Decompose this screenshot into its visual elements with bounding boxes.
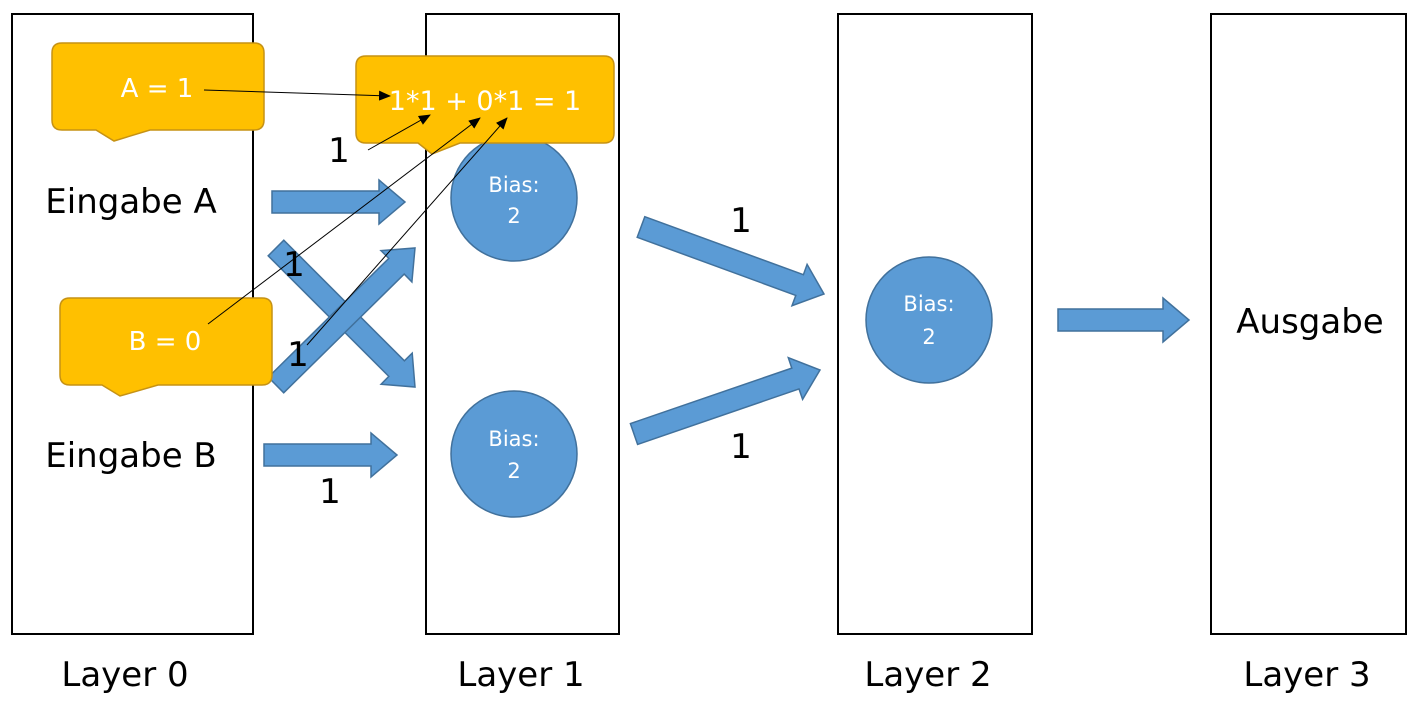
neuron-l2-circle [865, 256, 993, 384]
layer-2-label: Layer 2 [864, 655, 991, 695]
callout-a-shape [51, 42, 265, 142]
input-a-label: Eingabe A [45, 182, 216, 222]
weight-b-to-l1-top: 1 [287, 335, 309, 375]
arrow-l1-top-to-l2 [636, 215, 826, 307]
arrow-b-to-l1-bottom [263, 431, 399, 479]
layer-0-label: Layer 0 [61, 655, 188, 695]
neuron-l2-bias-label: Bias: [903, 292, 954, 316]
pointer-b-to-sum [207, 117, 481, 325]
layer-3-label: Layer 3 [1243, 655, 1370, 695]
callout-a-text: A = 1 [121, 74, 194, 104]
layer-3-box [1210, 13, 1407, 635]
callout-b-shape [59, 297, 273, 397]
neuron-l1-bottom-bias-label: Bias: [488, 427, 539, 451]
arrow-l1-bottom-to-l2 [629, 356, 822, 446]
output-label: Ausgabe [1236, 302, 1383, 342]
neuron-l2-bias-value: 2 [922, 325, 935, 349]
weight-b-to-l1-bottom: 1 [319, 472, 341, 512]
arrow-a-to-l1-top [271, 178, 407, 226]
layer-1-label: Layer 1 [457, 655, 584, 695]
neuron-l1-top: Bias: 2 [450, 134, 578, 262]
weight-l1-bottom-to-l2: 1 [730, 427, 752, 467]
callout-a: A = 1 [51, 42, 265, 142]
pointer-weight-b-to-sum [306, 117, 508, 346]
callout-sum-shape [355, 55, 615, 155]
callout-b-text: B = 0 [129, 327, 202, 357]
callout-b: B = 0 [59, 297, 273, 397]
neuron-l1-bottom-circle [450, 390, 578, 518]
neuron-l1-bottom-bias-value: 2 [507, 459, 520, 483]
pointer-weight-to-sum [367, 114, 431, 151]
neuron-l1-bottom: Bias: 2 [450, 390, 578, 518]
neuron-l1-top-bias-label: Bias: [488, 173, 539, 197]
neuron-l1-top-bias-value: 2 [507, 204, 520, 228]
weight-a-to-l1-bottom: 1 [283, 245, 305, 285]
callout-sum-text: 1*1 + 0*1 = 1 [389, 86, 581, 117]
weight-l1-top-to-l2: 1 [730, 201, 752, 241]
pointer-a-to-sum [203, 89, 391, 101]
input-b-label: Eingabe B [45, 436, 217, 476]
arrow-b-to-l1-top [267, 247, 416, 394]
neuron-l1-top-circle [450, 134, 578, 262]
neuron-l2: Bias: 2 [865, 256, 993, 384]
weight-a-to-l1-top: 1 [328, 131, 350, 171]
callout-sum: 1*1 + 0*1 = 1 [355, 55, 615, 155]
arrow-l2-to-output [1057, 296, 1191, 344]
